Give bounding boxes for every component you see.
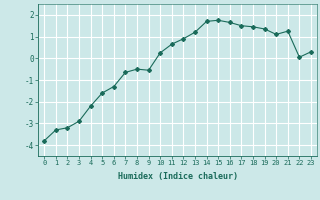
X-axis label: Humidex (Indice chaleur): Humidex (Indice chaleur) [118,172,238,181]
